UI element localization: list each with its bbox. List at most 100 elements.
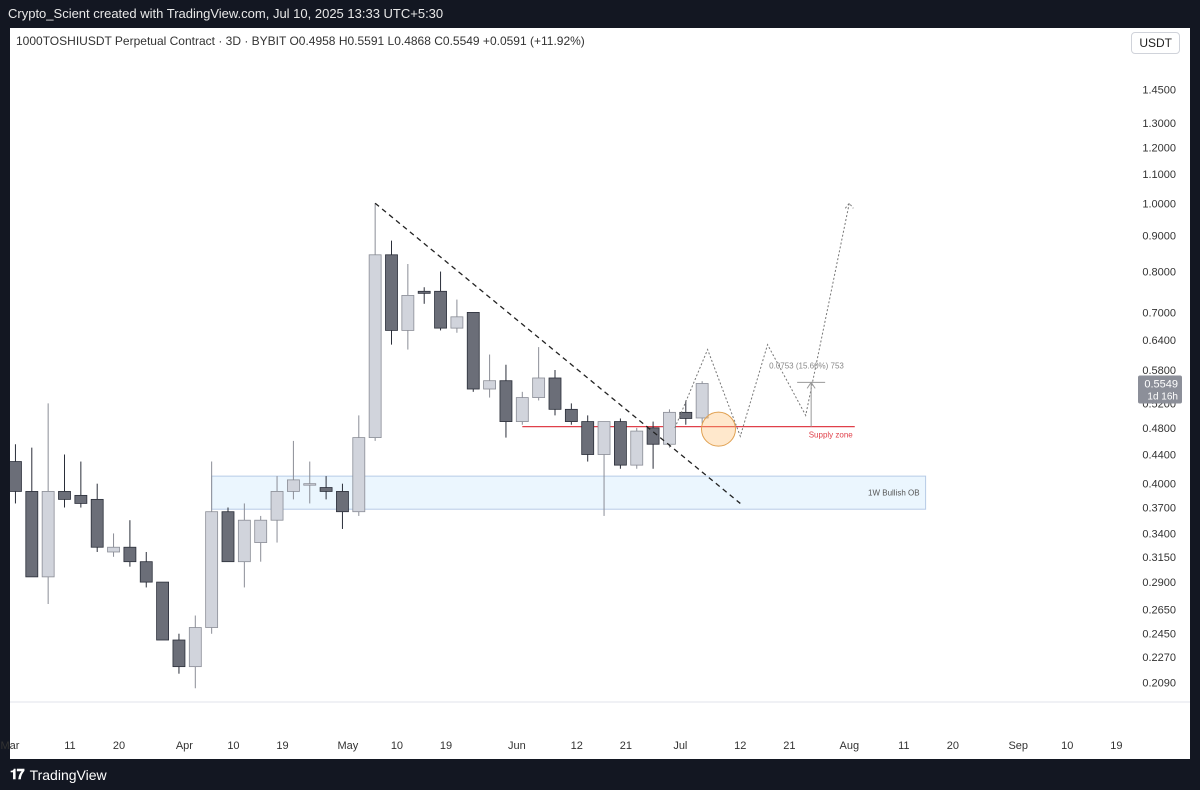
time-tick-label: 10 — [1061, 740, 1073, 752]
footer-bar: 𝟏𝟕 TradingView — [0, 759, 1200, 790]
time-tick-label: 19 — [1110, 740, 1122, 752]
candle-body — [270, 491, 284, 521]
price-tick-label: 0.2650 — [1142, 605, 1176, 617]
time-tick-label: Aug — [840, 740, 860, 752]
time-tick-label: May — [338, 740, 359, 752]
supply-zone-label: Supply zone — [809, 431, 854, 440]
candle-body — [123, 546, 137, 563]
price-tick-label: 0.4000 — [1142, 479, 1176, 491]
symbol-header: 1000TOSHIUSDT Perpetual Contract · 3D · … — [16, 34, 585, 48]
time-tick-label: Mar — [1, 740, 20, 752]
chart-panel[interactable]: 1000TOSHIUSDT Perpetual Contract · 3D · … — [10, 28, 1190, 759]
time-tick-label: 11 — [64, 740, 75, 752]
candles-group — [0, 203, 709, 689]
price-tick-label: 1.2000 — [1142, 142, 1176, 154]
projection-arrowhead — [844, 202, 854, 209]
candle-body — [646, 427, 660, 445]
candle-body — [0, 441, 5, 455]
candle-body — [352, 437, 366, 513]
candlestick-chart[interactable]: 1.4500 1.3000 1.2000 1.1000 1.0000 0.9000 0.80… — [0, 0, 1200, 760]
price-tick-label: 0.5800 — [1142, 365, 1176, 377]
candle-body — [25, 491, 39, 578]
time-tick-label: 20 — [113, 740, 125, 752]
price-tick-label: 1.3000 — [1142, 118, 1176, 130]
candle-body — [564, 408, 578, 422]
price-tick-label: 1.1000 — [1142, 169, 1176, 181]
time-tick-label: 19 — [276, 740, 288, 752]
highlight-circle — [701, 411, 736, 447]
price-tick-label: 0.3700 — [1142, 503, 1176, 515]
price-tick-label: 0.7000 — [1142, 307, 1176, 319]
time-tick-label: 12 — [734, 740, 746, 752]
candle-body — [156, 581, 170, 641]
price-tick-label: 0.8000 — [1142, 267, 1176, 279]
candle-body — [188, 627, 202, 668]
price-tick-label: 0.3150 — [1142, 552, 1176, 564]
credit-text: Crypto_Scient created with TradingView.c… — [8, 6, 444, 21]
candle-body — [466, 312, 480, 390]
time-tick-label: Jun — [508, 740, 526, 752]
candle-body — [515, 397, 529, 422]
time-tick-label: 19 — [440, 740, 452, 752]
time-tick-label: 12 — [571, 740, 583, 752]
price-tick-label: 0.9000 — [1142, 231, 1176, 243]
candle-body — [139, 561, 153, 583]
credit-bar: Crypto_Scient created with TradingView.c… — [0, 0, 1200, 28]
candle-body — [663, 411, 676, 445]
price-tick-label: 1.0000 — [1142, 198, 1176, 210]
last-price-label: 0.5549 — [1144, 379, 1178, 391]
price-tick-label: 0.6400 — [1142, 335, 1176, 347]
measure-arrowhead — [806, 381, 816, 389]
time-tick-label: 10 — [227, 740, 239, 752]
descending-trendline — [374, 202, 741, 504]
bullish-ob-label: 1W Bullish OB — [868, 489, 920, 498]
candle-body — [679, 411, 693, 419]
time-tick-label: Sep — [1008, 740, 1028, 752]
candle-body — [10, 461, 22, 492]
price-tick-label: 0.2090 — [1142, 677, 1176, 689]
candle-body — [74, 494, 88, 504]
candle-body — [368, 254, 382, 439]
candle-body — [336, 491, 349, 513]
candle-body — [548, 377, 562, 410]
candle-body — [417, 290, 431, 294]
measure-label: 0.0753 (15.60%) 753 — [769, 361, 844, 370]
price-tick-label: 0.4400 — [1142, 450, 1176, 462]
candle-body — [221, 511, 235, 563]
price-tick-label: 0.3400 — [1142, 528, 1176, 540]
candle-body — [385, 254, 398, 331]
currency-button[interactable]: USDT — [1131, 32, 1180, 54]
price-tick-label: 0.4800 — [1142, 423, 1176, 435]
candle-body — [401, 295, 415, 331]
tradingview-logo-icon: 𝟏𝟕 — [10, 766, 25, 782]
candle-body — [303, 483, 317, 486]
time-tick-label: Apr — [176, 740, 193, 752]
time-tick-label: 20 — [947, 740, 959, 752]
candle-body — [434, 290, 447, 329]
projection-path — [674, 203, 850, 438]
price-tick-label: 1.4500 — [1142, 85, 1176, 97]
candle-body — [532, 377, 546, 398]
candle-body — [41, 491, 55, 578]
candle-body — [205, 511, 219, 628]
candle-body — [107, 546, 120, 553]
candle-body — [319, 487, 333, 492]
candle-body — [237, 519, 251, 563]
time-tick-label: 21 — [783, 740, 795, 752]
tradingview-brand-text: TradingView — [29, 766, 107, 783]
candle-body — [286, 479, 300, 492]
candle-body — [172, 639, 186, 668]
price-tick-label: 0.2450 — [1142, 629, 1176, 641]
time-tick-label: 11 — [898, 740, 909, 752]
price-tick-label: 0.2900 — [1142, 577, 1176, 589]
candle-body — [90, 498, 104, 548]
candle-body — [581, 421, 595, 455]
time-tick-label: 21 — [620, 740, 632, 752]
time-tick-label: 10 — [391, 740, 403, 752]
candle-body — [58, 491, 71, 500]
candle-body — [630, 430, 644, 466]
countdown-label: 1d 16h — [1147, 392, 1178, 403]
candle-body — [614, 421, 627, 466]
candle-body — [254, 519, 268, 543]
candle-body — [499, 380, 513, 422]
